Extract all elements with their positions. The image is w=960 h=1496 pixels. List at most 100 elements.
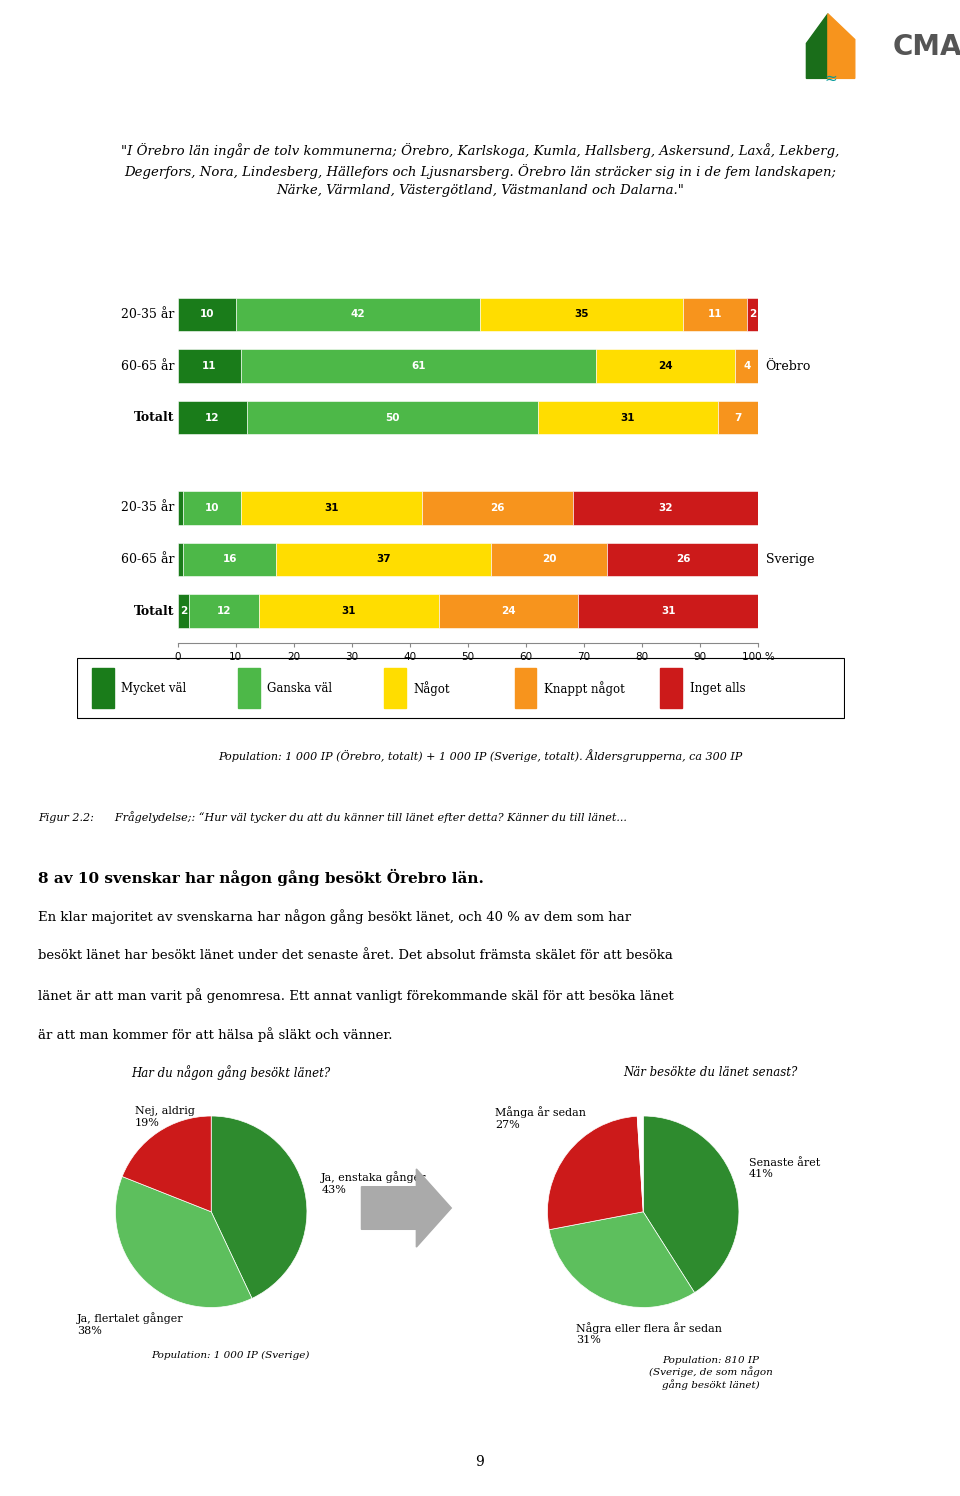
Bar (718, 401, 758, 434)
Bar (238, 669, 259, 708)
Text: 12: 12 (205, 413, 220, 422)
Text: 2: 2 (749, 310, 756, 320)
Text: 20-35 år: 20-35 år (122, 308, 175, 322)
Bar (178, 401, 248, 434)
Text: 8 av 10 svenskar har någon gång besökt Örebro län.: 8 av 10 svenskar har någon gång besökt Ö… (38, 869, 484, 886)
Text: Population: 810 IP
(Sverige, de som någon
gång besökt länet): Population: 810 IP (Sverige, de som någo… (649, 1355, 772, 1390)
Text: Har du någon gång besökt länet?: Har du någon gång besökt länet? (131, 1065, 330, 1080)
Bar (189, 594, 259, 628)
Bar (92, 669, 113, 708)
Text: 24: 24 (501, 606, 516, 616)
Wedge shape (547, 1116, 643, 1230)
Text: Ja, flertalet gånger
38%: Ja, flertalet gånger 38% (77, 1312, 183, 1336)
Bar (608, 543, 758, 576)
Polygon shape (806, 13, 828, 78)
Text: 12: 12 (217, 606, 231, 616)
Text: 24: 24 (659, 361, 673, 371)
Text: 31: 31 (620, 413, 635, 422)
Text: 32: 32 (659, 503, 673, 513)
Text: 26: 26 (676, 555, 690, 564)
Text: "I Örebro län ingår de tolv kommunerna; Örebro, Karlskoga, Kumla, Hallsberg, Ask: "I Örebro län ingår de tolv kommunerna; … (121, 142, 839, 197)
Text: 9: 9 (475, 1456, 485, 1469)
Bar (178, 543, 183, 576)
Polygon shape (828, 13, 854, 78)
Text: Ganska väl: Ganska väl (267, 682, 332, 694)
Bar (538, 401, 718, 434)
Bar (248, 401, 538, 434)
Text: ≈: ≈ (825, 72, 837, 87)
Bar (178, 349, 242, 383)
Text: 61: 61 (412, 361, 426, 371)
Text: 31: 31 (661, 606, 676, 616)
Text: Senaste året
41%: Senaste året 41% (749, 1158, 820, 1179)
Bar (242, 349, 596, 383)
Text: besökt länet har besökt länet under det senaste året. Det absolut främsta skälet: besökt länet har besökt länet under det … (38, 948, 673, 962)
Bar (747, 298, 758, 331)
Text: 31: 31 (324, 503, 339, 513)
Wedge shape (211, 1116, 307, 1299)
Text: Inget alls: Inget alls (689, 682, 745, 694)
Bar (735, 349, 758, 383)
Text: 37: 37 (376, 555, 391, 564)
Text: En klar majoritet av svenskarna har någon gång besökt länet, och 40 % av dem som: En klar majoritet av svenskarna har någo… (38, 910, 632, 925)
Text: Population: 1 000 IP (Sverige): Population: 1 000 IP (Sverige) (152, 1351, 309, 1360)
Text: Knappt något: Knappt något (543, 681, 625, 696)
Text: Population: 1 000 IP (Örebro, totalt) + 1 000 IP (Sverige, totalt). Åldersgruppe: Population: 1 000 IP (Örebro, totalt) + … (218, 749, 742, 761)
Text: 35: 35 (574, 310, 588, 320)
Bar (178, 491, 183, 525)
Bar (259, 594, 439, 628)
Bar (758, 401, 764, 434)
Text: 11: 11 (203, 361, 217, 371)
Text: Totalt: Totalt (134, 604, 175, 618)
Bar (439, 594, 578, 628)
Text: När besökte du länet senast?: När besökte du länet senast? (623, 1067, 798, 1079)
Bar (421, 491, 572, 525)
Text: 20: 20 (542, 555, 557, 564)
Bar (758, 349, 764, 383)
Text: länet är att man varit på genomresa. Ett annat vanligt förekommande skäl för att: länet är att man varit på genomresa. Ett… (38, 987, 674, 1002)
Text: 26: 26 (490, 503, 504, 513)
Bar (492, 543, 608, 576)
Text: 11: 11 (708, 310, 722, 320)
Text: Något: Något (413, 681, 449, 696)
Bar (572, 491, 758, 525)
Text: Några eller flera år sedan
31%: Några eller flera år sedan 31% (576, 1322, 722, 1345)
Text: 10: 10 (200, 310, 214, 320)
Text: Figur 2.2:      Frågelydelse;: “Hur väl tycker du att du känner till länet efter: Figur 2.2: Frågelydelse;: “Hur väl tycke… (38, 812, 627, 823)
Text: Mycket väl: Mycket väl (121, 682, 186, 694)
Text: är att man kommer för att hälsa på släkt och vänner.: är att man kommer för att hälsa på släkt… (38, 1028, 393, 1043)
Bar (515, 669, 536, 708)
Bar (178, 298, 236, 331)
Text: Många år sedan
27%: Många år sedan 27% (494, 1107, 586, 1129)
Text: 10: 10 (205, 503, 220, 513)
Wedge shape (122, 1116, 211, 1212)
Bar (384, 669, 405, 708)
Bar (276, 543, 492, 576)
Bar (183, 543, 276, 576)
Text: 31: 31 (342, 606, 356, 616)
Bar (480, 298, 683, 331)
Bar (178, 594, 189, 628)
Text: CMA: CMA (893, 33, 960, 61)
Text: 4: 4 (743, 361, 751, 371)
Bar (578, 594, 758, 628)
Bar (660, 669, 682, 708)
Text: Totalt: Totalt (134, 411, 175, 423)
Text: Sverige: Sverige (766, 554, 814, 565)
Text: Ja, enstaka gånger
43%: Ja, enstaka gånger 43% (322, 1171, 427, 1195)
FancyArrow shape (361, 1168, 451, 1248)
Text: 50: 50 (385, 413, 399, 422)
Bar (596, 349, 735, 383)
Wedge shape (115, 1176, 252, 1308)
Text: 16: 16 (223, 555, 237, 564)
Text: 20-35 år: 20-35 år (122, 501, 175, 515)
Bar (183, 491, 242, 525)
Bar (242, 491, 421, 525)
Text: 60-65 år: 60-65 år (121, 359, 175, 373)
Bar (683, 298, 747, 331)
Wedge shape (643, 1116, 739, 1293)
Text: 42: 42 (350, 310, 365, 320)
Text: 2: 2 (180, 606, 187, 616)
Text: 7: 7 (734, 413, 742, 422)
Wedge shape (549, 1212, 694, 1308)
